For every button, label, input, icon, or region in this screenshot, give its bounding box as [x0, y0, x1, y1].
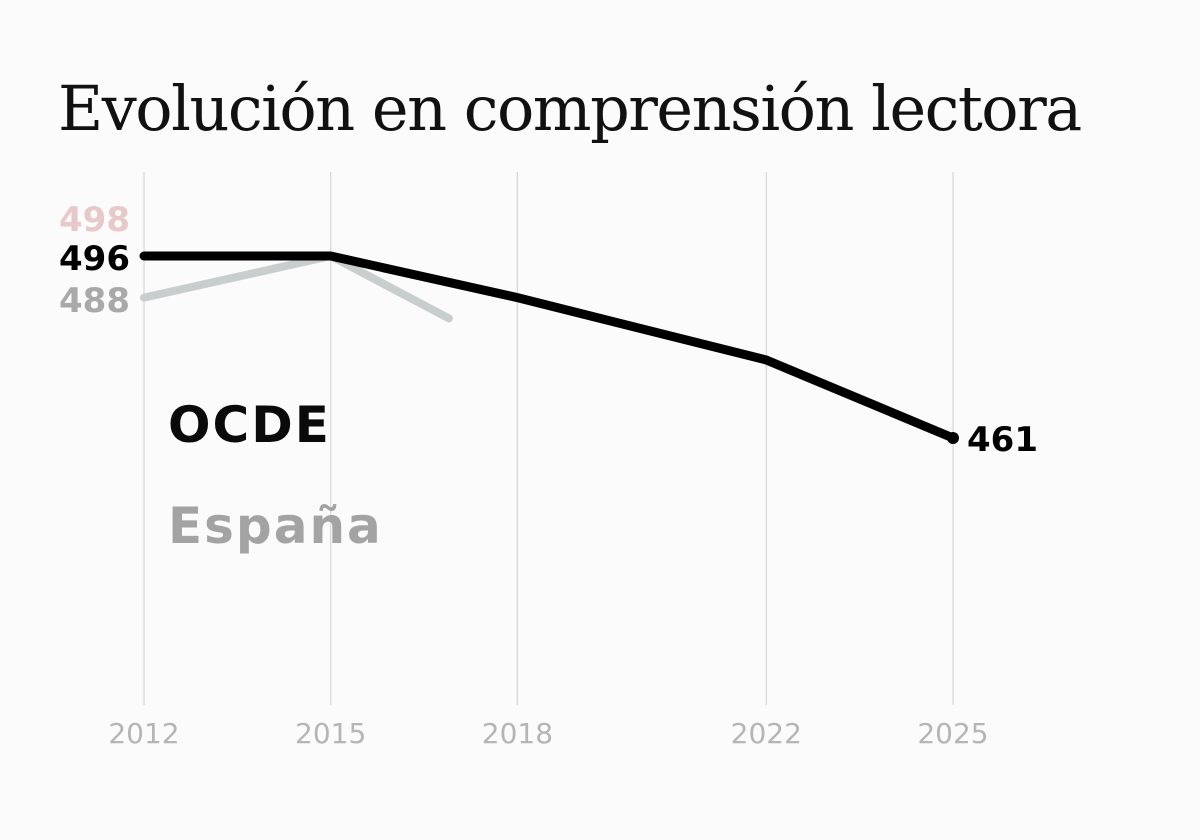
x-tick-label-2012: 2012 [108, 717, 179, 750]
legend-espana: España [168, 497, 383, 555]
ocde-end-dot [947, 432, 959, 444]
chart-title: Evolución en comprensión lectora [58, 72, 1082, 145]
x-tick-label-2015: 2015 [295, 717, 366, 750]
legend-ocde: OCDE [168, 396, 331, 454]
x-tick-label-2022: 2022 [731, 717, 802, 750]
x-tick-label-2025: 2025 [917, 717, 988, 750]
value-label-espana-start: 488 [59, 281, 130, 321]
value-label-ocde-end: 461 [967, 420, 1038, 460]
series-line-españa [140, 252, 453, 323]
series-line-ocde [139, 251, 958, 443]
value-label-498: 498 [59, 200, 130, 240]
x-tick-label-2018: 2018 [482, 717, 553, 750]
value-label-ocde-start: 496 [59, 239, 130, 279]
